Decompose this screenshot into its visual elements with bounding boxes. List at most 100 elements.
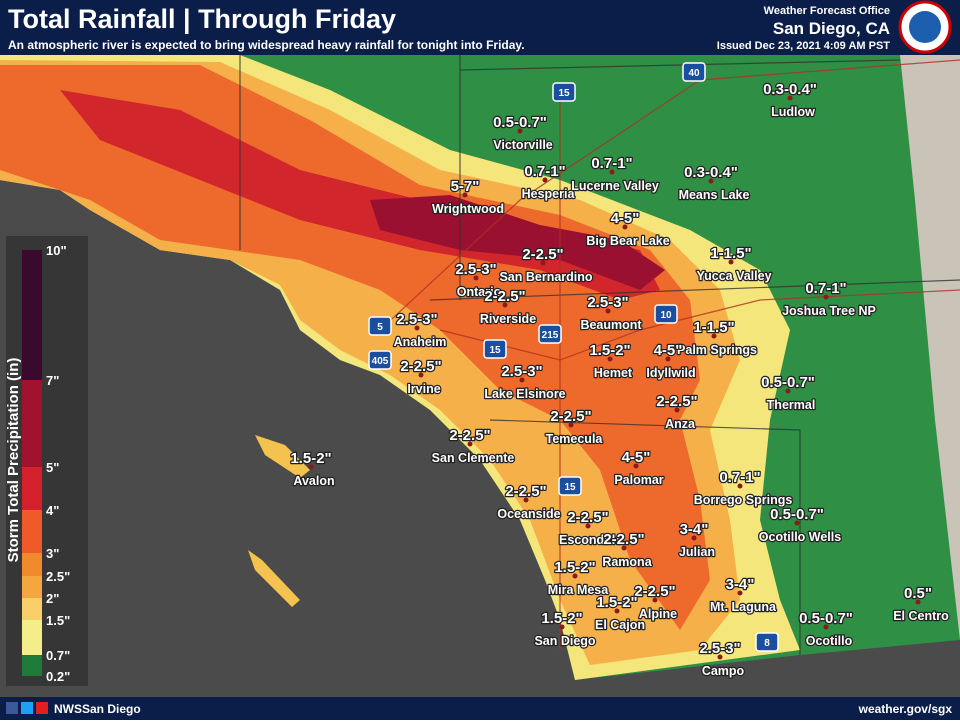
- city-name: Lake Elsinore: [484, 387, 565, 401]
- city-name: Julian: [679, 545, 715, 559]
- city-dot: [711, 333, 717, 339]
- city-dot: [542, 177, 548, 183]
- city-dot: [621, 545, 627, 551]
- highway-shield: [558, 476, 582, 496]
- legend-swatch: [22, 510, 42, 553]
- rain-amount: 2-2.5": [603, 531, 644, 548]
- nws-logo-inner: [909, 11, 941, 43]
- city-name: Beaumont: [580, 318, 642, 332]
- rain-amount: 1.5-2": [596, 594, 637, 611]
- city-name: Anza: [665, 417, 696, 431]
- subtitle: An atmospheric river is expected to brin…: [8, 38, 525, 52]
- rain-amount: 0.7-1": [805, 280, 846, 297]
- city-name: Lucerne Valley: [571, 179, 659, 193]
- rain-amount: 2-2.5": [522, 246, 563, 263]
- legend-label: 10": [46, 243, 67, 258]
- city-name: Anaheim: [394, 335, 447, 349]
- rain-amount: 0.3-0.4": [684, 164, 738, 181]
- city-dot: [467, 441, 473, 447]
- city-dot: [717, 654, 723, 660]
- city-dot: [665, 356, 671, 362]
- highway-shield: [552, 82, 576, 102]
- city-name: Avalon: [293, 474, 334, 488]
- city-name: Campo: [702, 664, 745, 678]
- highway-number: 10: [660, 310, 672, 321]
- legend-swatch: [22, 598, 42, 620]
- rain-amount: 0.5-0.7": [761, 374, 815, 391]
- legend-box: [6, 236, 88, 686]
- city-name: Mt. Laguna: [710, 600, 777, 614]
- header-bar: [0, 0, 960, 55]
- city-dot: [622, 224, 628, 230]
- city-dot: [607, 356, 613, 362]
- city-dot: [572, 573, 578, 579]
- city-dot: [568, 422, 574, 428]
- legend-title: Storm Total Precipitation (in): [5, 358, 22, 563]
- city-name: Ocotillo Wells: [759, 530, 841, 544]
- issued: Issued Dec 23, 2021 4:09 AM PST: [717, 40, 891, 52]
- rain-amount: 2-2.5": [656, 393, 697, 410]
- rain-amount: 1.5-2": [541, 610, 582, 627]
- city-name: Joshua Tree NP: [782, 304, 876, 318]
- highway-number: 40: [688, 68, 700, 79]
- legend-label: 1.5": [46, 613, 70, 628]
- rain-amount: 0.7-1": [719, 469, 760, 486]
- city-name: Idyllwild: [646, 366, 695, 380]
- rain-amount: 0.7-1": [524, 163, 565, 180]
- city-name: Irvine: [407, 382, 440, 396]
- rain-amount: 2.5-3": [587, 294, 628, 311]
- rain-amount: 1-1.5": [693, 319, 734, 336]
- city-name: El Cajon: [595, 618, 645, 632]
- legend-label: 2.5": [46, 569, 70, 584]
- city-name: Ludlow: [771, 105, 815, 119]
- legend-swatch: [22, 655, 42, 676]
- rain-amount: 1.5-2": [290, 450, 331, 467]
- city-name: Victorville: [493, 138, 553, 152]
- city-name: Means Lake: [679, 188, 750, 202]
- city-name: Wrightwood: [432, 202, 504, 216]
- rain-amount: 0.3-0.4": [763, 81, 817, 98]
- highway-number: 15: [489, 345, 501, 356]
- highway-number: 215: [542, 330, 559, 341]
- rain-amount: 2-2.5": [400, 358, 441, 375]
- san-clemente-island: [248, 550, 300, 607]
- rain-amount: 0.5-0.7": [770, 506, 824, 523]
- city-dot: [609, 169, 615, 175]
- highway-shield: [368, 316, 392, 336]
- city-name: San Bernardino: [499, 270, 592, 284]
- city-name: Big Bear Lake: [586, 234, 669, 248]
- city-dot: [787, 95, 793, 101]
- city-dot: [414, 325, 420, 331]
- boundary-line: [379, 59, 960, 331]
- legend-swatch: [22, 467, 42, 510]
- city-dot: [462, 192, 468, 198]
- rain-amount: 1.5-2": [554, 559, 595, 576]
- city-name: Mira Mesa: [548, 583, 609, 597]
- footer-url: weather.gov/sgx: [858, 702, 953, 716]
- highway-shield: [755, 632, 779, 652]
- city-name: San Clemente: [432, 451, 515, 465]
- youtube-icon: [36, 702, 48, 714]
- rain-amount: 4-5": [654, 342, 683, 359]
- city-dot: [728, 259, 734, 265]
- boundary-line: [429, 279, 960, 301]
- city-name: Escondido: [559, 533, 623, 547]
- city-name: Hemet: [594, 366, 633, 380]
- city-name: El Centro: [893, 609, 949, 623]
- city-dot: [473, 275, 479, 281]
- rain-amount: 4-5": [622, 449, 651, 466]
- legend-swatch: [22, 553, 42, 576]
- city-dot: [633, 463, 639, 469]
- city-dot: [523, 497, 529, 503]
- highway-number: 8: [764, 638, 770, 649]
- city-name: Ocotillo: [806, 634, 853, 648]
- twitter-icon: [21, 702, 33, 714]
- rain-amount: 2-2.5": [449, 427, 490, 444]
- legend-label: 0.7": [46, 648, 70, 663]
- city-name: Hesperia: [522, 187, 576, 201]
- rain-amount: 1.5-2": [589, 342, 630, 359]
- footer-bar: [0, 697, 960, 720]
- city-dot: [794, 520, 800, 526]
- rain-amount: 2.5-3": [455, 261, 496, 278]
